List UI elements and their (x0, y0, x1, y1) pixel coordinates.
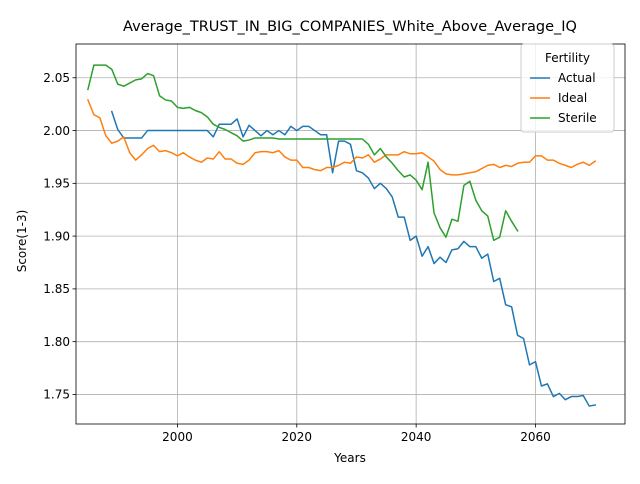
x-axis-label: Years (333, 451, 366, 465)
x-tick-label: 2000 (162, 430, 193, 444)
y-axis: 1.75 1.80 1.85 1.90 1.95 2.00 2.05 (43, 71, 76, 402)
x-tick-label: 2060 (520, 430, 551, 444)
legend: Fertility Actual Ideal Sterile (520, 43, 615, 133)
legend-entries: Actual Ideal Sterile (530, 71, 597, 125)
y-tick-label: 2.05 (43, 71, 70, 85)
series-lines (86, 64, 597, 407)
legend-box (520, 43, 615, 133)
y-tick-label: 1.80 (43, 335, 70, 349)
legend-label-sterile: Sterile (558, 111, 597, 125)
y-tick-label: 1.95 (43, 177, 70, 191)
chart-title: Average_TRUST_IN_BIG_COMPANIES_White_Abo… (123, 19, 577, 35)
x-axis: 2000 2020 2040 2060 (162, 424, 551, 444)
y-tick-label: 1.90 (43, 229, 70, 243)
series-line-actual (110, 110, 597, 407)
y-tick-label: 1.85 (43, 282, 70, 296)
legend-label-ideal: Ideal (558, 91, 587, 105)
y-axis-label: Score(1-3) (15, 210, 29, 273)
plot-area-frame (75, 43, 626, 425)
x-tick-label: 2020 (282, 430, 313, 444)
y-tick-label: 2.00 (43, 124, 70, 138)
series-line-ideal (86, 98, 597, 176)
x-tick-label: 2040 (401, 430, 432, 444)
legend-label-actual: Actual (558, 71, 596, 85)
y-tick-label: 1.75 (43, 388, 70, 402)
series-line-sterile (87, 64, 519, 242)
legend-title: Fertility (545, 51, 590, 65)
